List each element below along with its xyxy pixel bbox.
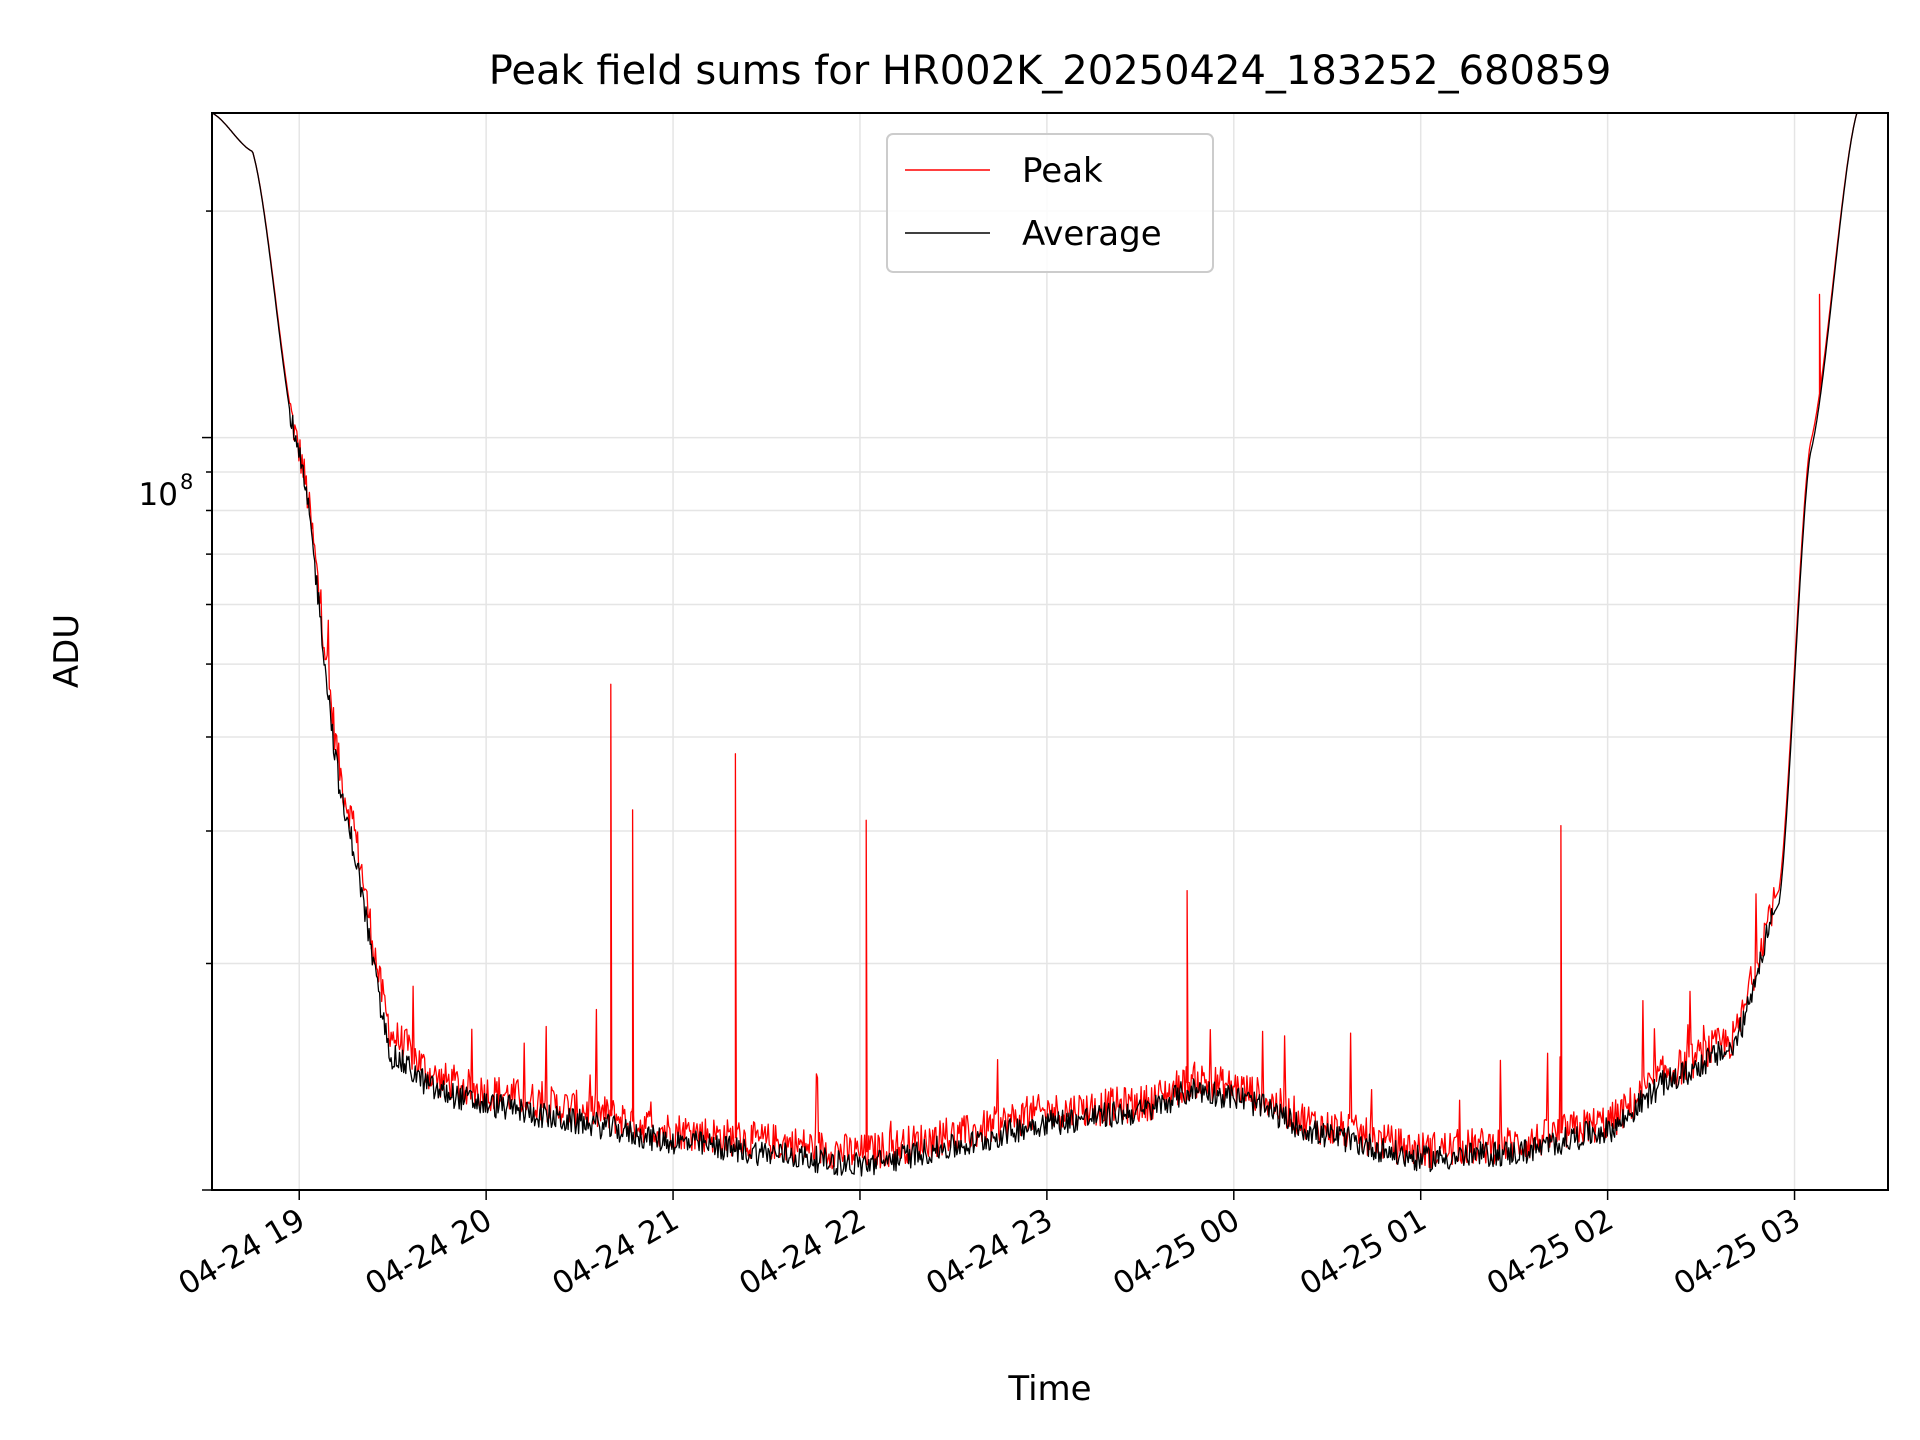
x-axis-label: Time <box>1007 1369 1091 1409</box>
plot-frame <box>211 112 1889 1191</box>
y-major-tick-label: 10 8 <box>139 470 194 513</box>
y-axis-label: ADU <box>47 614 87 688</box>
series-layer <box>211 112 1888 1177</box>
y-tick-label-base: 10 <box>139 477 178 513</box>
legend-label-peak: Peak <box>1022 151 1103 191</box>
legend-label-average: Average <box>1022 214 1162 254</box>
legend: Peak Average <box>886 133 1214 273</box>
y-tick-label-exponent: 8 <box>180 470 193 494</box>
series-line-average <box>211 112 1888 1177</box>
legend-box <box>886 133 1214 273</box>
chart-title: Peak field sums for HR002K_20250424_1832… <box>489 48 1612 94</box>
y-ticks <box>202 210 212 1191</box>
